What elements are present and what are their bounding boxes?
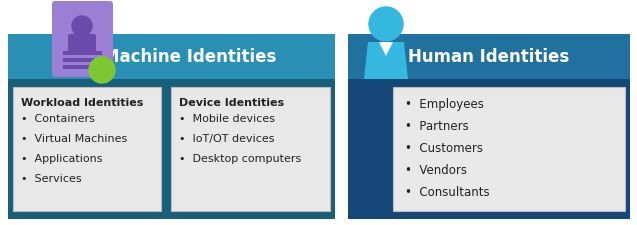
Text: •  Virtual Machines: • Virtual Machines	[21, 133, 127, 143]
FancyBboxPatch shape	[13, 88, 161, 211]
Text: •  Services: • Services	[21, 173, 82, 183]
Circle shape	[369, 8, 403, 42]
Text: Human Identities: Human Identities	[408, 48, 569, 66]
Text: •  Partners: • Partners	[405, 119, 469, 132]
FancyBboxPatch shape	[8, 35, 335, 80]
Text: Workload Identities: Workload Identities	[21, 98, 143, 108]
FancyBboxPatch shape	[348, 35, 630, 219]
Text: •  Employees: • Employees	[405, 98, 484, 110]
Text: •  Customers: • Customers	[405, 141, 483, 154]
FancyBboxPatch shape	[63, 66, 102, 70]
Text: •  IoT/OT devices: • IoT/OT devices	[179, 133, 275, 143]
Circle shape	[72, 17, 92, 37]
Text: •  Desktop computers: • Desktop computers	[179, 153, 301, 163]
Text: •  Consultants: • Consultants	[405, 185, 490, 198]
FancyBboxPatch shape	[63, 59, 102, 63]
Text: •  Vendors: • Vendors	[405, 163, 467, 176]
Text: Device Identities: Device Identities	[179, 98, 284, 108]
FancyBboxPatch shape	[8, 35, 335, 219]
Polygon shape	[364, 43, 408, 80]
Text: Machine Identities: Machine Identities	[103, 48, 276, 66]
FancyBboxPatch shape	[171, 88, 330, 211]
Text: •  Containers: • Containers	[21, 113, 95, 124]
FancyBboxPatch shape	[393, 88, 625, 211]
Text: •  Applications: • Applications	[21, 153, 103, 163]
FancyBboxPatch shape	[68, 35, 96, 53]
Circle shape	[89, 58, 115, 84]
Text: •  Mobile devices: • Mobile devices	[179, 113, 275, 124]
Polygon shape	[379, 43, 393, 57]
FancyBboxPatch shape	[63, 52, 102, 56]
FancyBboxPatch shape	[52, 2, 113, 78]
FancyBboxPatch shape	[348, 35, 630, 80]
